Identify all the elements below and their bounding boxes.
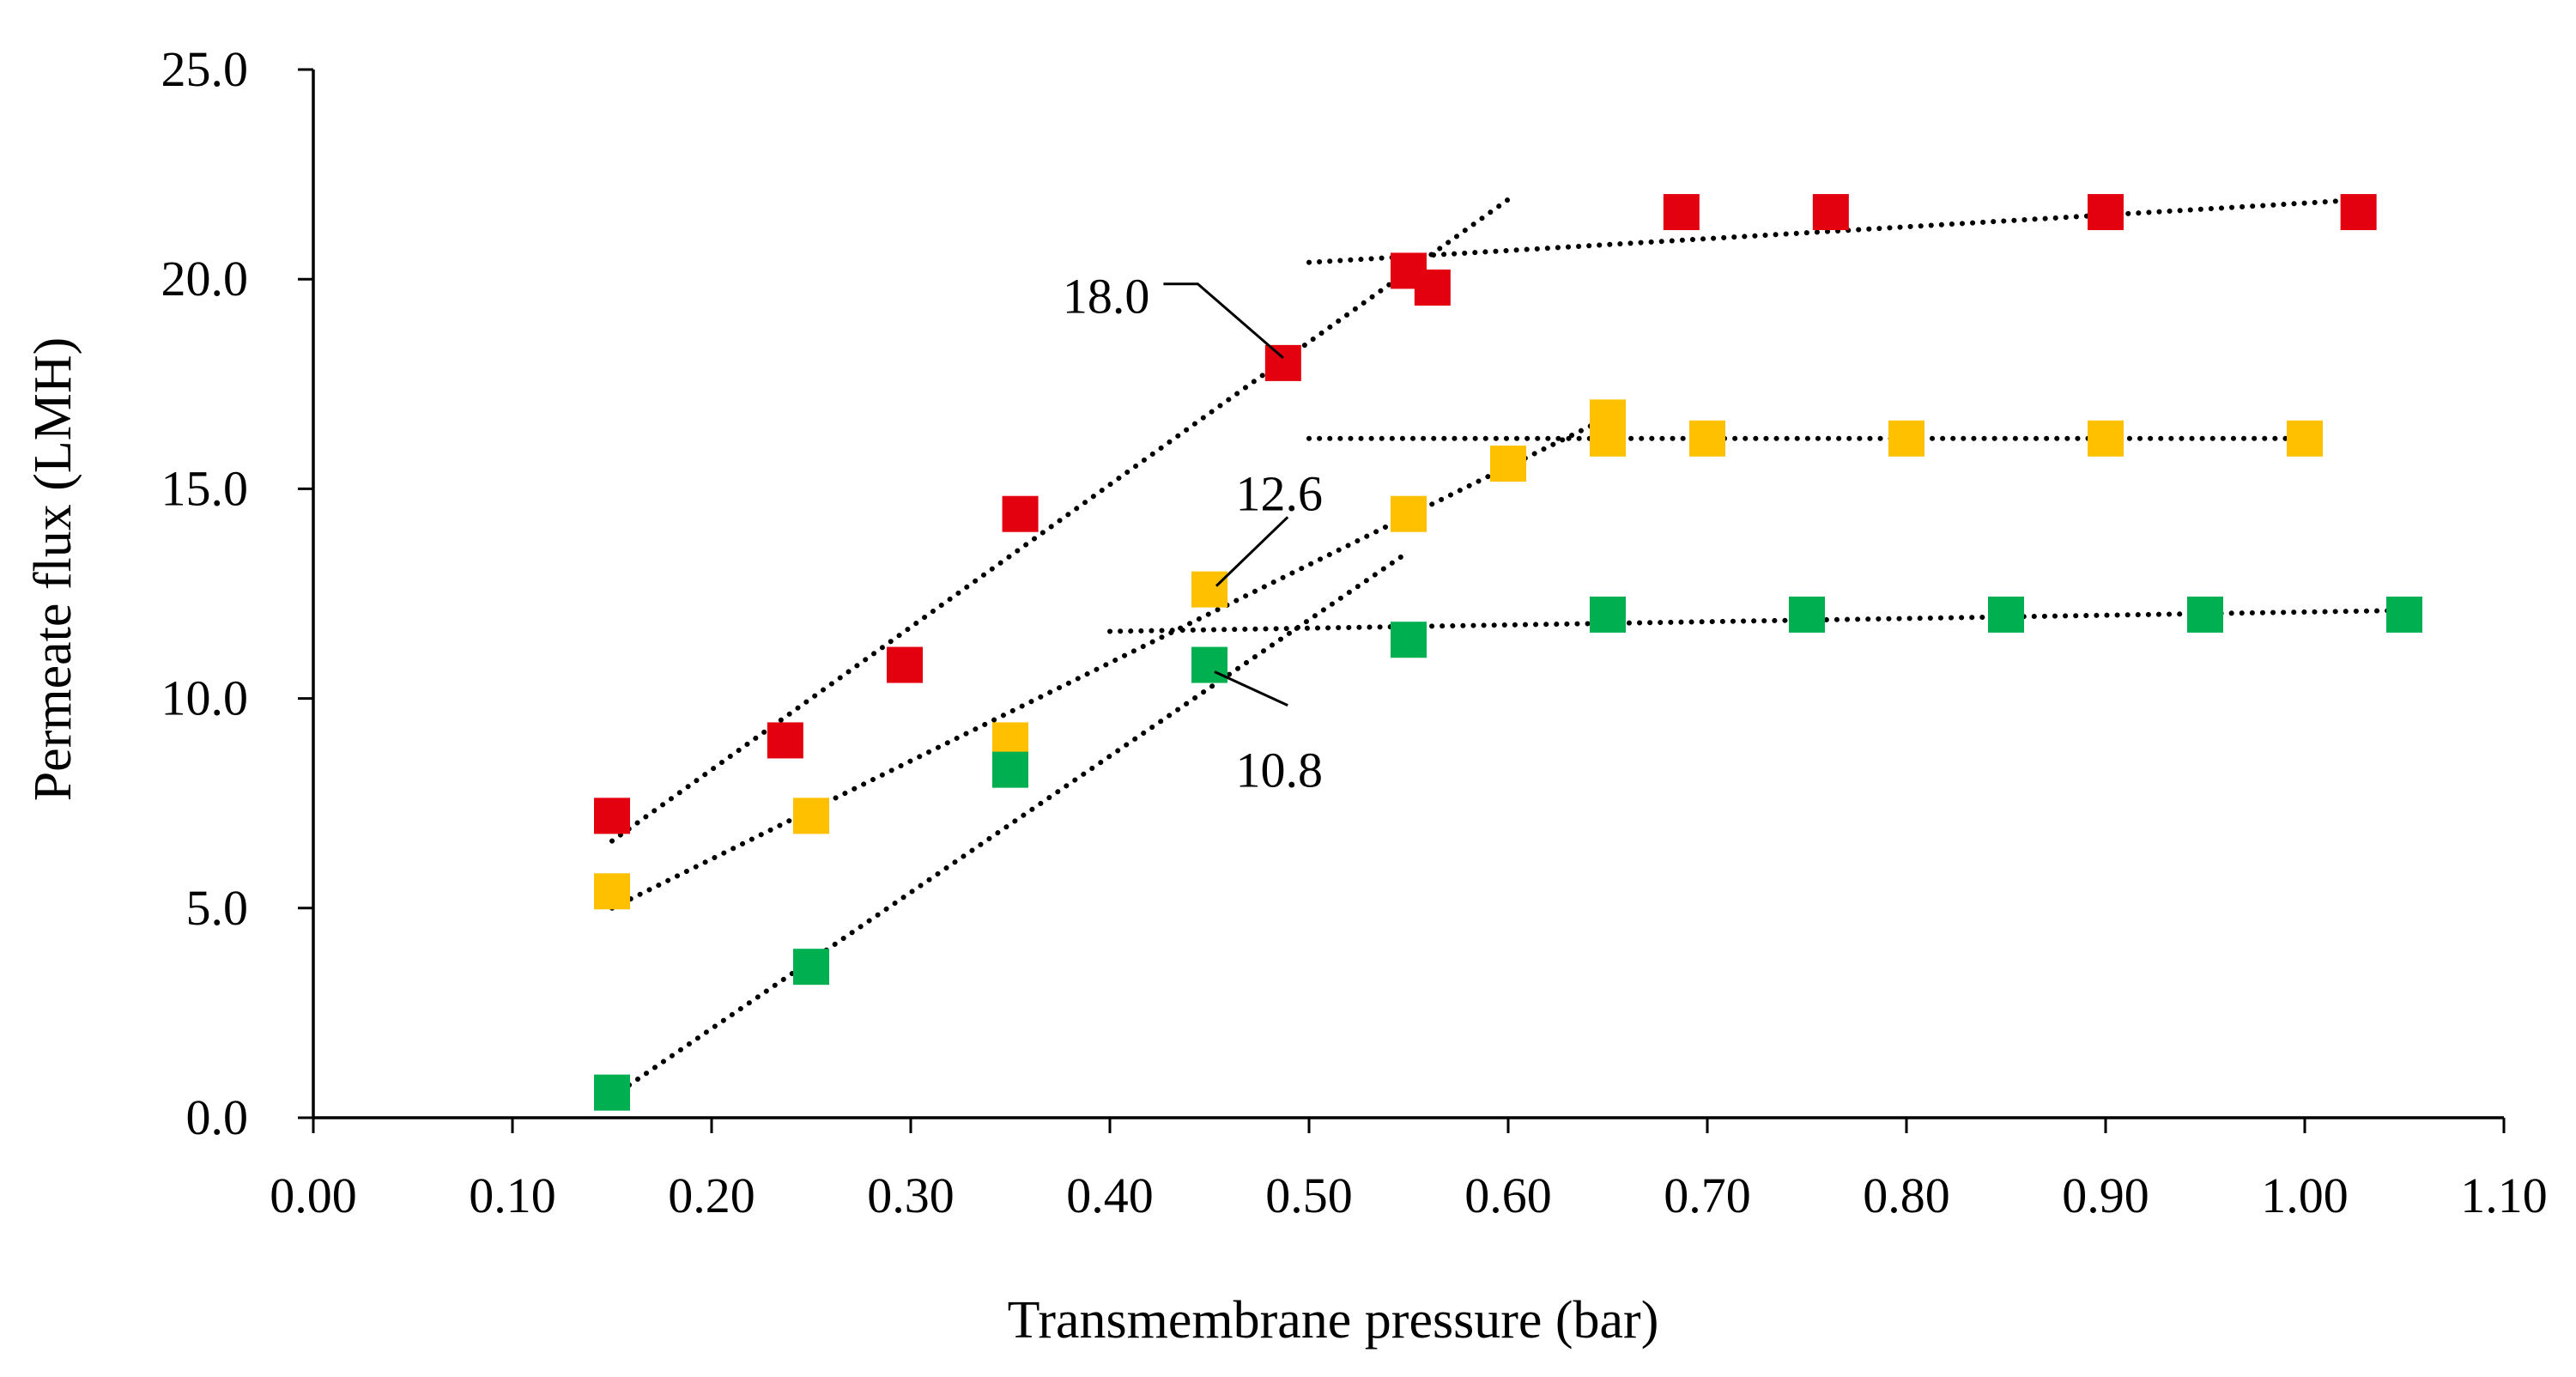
marker-red	[1002, 495, 1039, 532]
marker-green	[1191, 646, 1227, 683]
x-tick-label: 0.50	[1265, 1168, 1353, 1223]
x-tick-label: 1.00	[2261, 1168, 2349, 1223]
marker-yellow	[1590, 399, 1626, 436]
marker-green	[992, 751, 1028, 788]
y-tick-label: 0.0	[186, 1089, 249, 1145]
x-tick-label: 0.40	[1066, 1168, 1154, 1223]
marker-yellow	[594, 873, 630, 910]
marker-green	[1789, 596, 1825, 633]
y-tick-label: 20.0	[161, 251, 249, 306]
y-tick-label: 5.0	[186, 880, 249, 936]
y-tick-label: 10.0	[161, 670, 249, 726]
x-tick-label: 0.00	[270, 1168, 357, 1223]
x-tick-label: 0.20	[668, 1168, 755, 1223]
trendline-yellow	[609, 415, 1610, 911]
marker-red	[1663, 194, 1700, 231]
annotation-group: 18.0 12.6 10.8	[1063, 269, 1323, 798]
marker-red	[2340, 194, 2377, 231]
x-tick-label: 0.70	[1664, 1168, 1751, 1223]
annotation-label: 10.8	[1235, 743, 1323, 798]
marker-yellow	[1490, 446, 1526, 482]
x-tick-label: 1.10	[2460, 1168, 2548, 1223]
marker-red	[1264, 344, 1301, 381]
trendline-group	[609, 197, 2407, 1100]
axes-group: 0.00 0.10 0.20 0.30 0.40 0.50 0.60 0.70 0.80 0.90…	[161, 41, 2548, 1223]
marker-red	[1812, 194, 1849, 231]
marker-green	[1988, 596, 2024, 633]
trendline-red	[1306, 197, 2367, 265]
marker-green	[2386, 596, 2422, 633]
marker-red	[887, 646, 924, 683]
trendline-red	[609, 197, 1511, 844]
annotation-leader	[1215, 516, 1289, 587]
marker-yellow	[1191, 571, 1227, 608]
marker-group	[594, 194, 2422, 1111]
marker-yellow	[1391, 495, 1427, 532]
x-tick-label: 0.80	[1863, 1168, 1950, 1223]
annotation-label: 12.6	[1235, 465, 1323, 521]
x-tick-label: 0.10	[469, 1168, 556, 1223]
annotation-leader	[1163, 282, 1284, 360]
trendline-green	[609, 549, 1411, 1100]
marker-green	[2187, 596, 2223, 633]
marker-red	[2088, 194, 2124, 231]
x-tick-label: 0.30	[867, 1168, 955, 1223]
marker-green	[1391, 622, 1427, 658]
marker-yellow	[793, 798, 829, 834]
y-tick-label: 15.0	[161, 460, 249, 516]
marker-green	[1590, 596, 1626, 633]
marker-red	[767, 722, 803, 759]
y-tick-label: 25.0	[161, 41, 249, 97]
x-axis-title: Transmembrane pressure (bar)	[1008, 1291, 1659, 1350]
x-tick-label: 0.90	[2062, 1168, 2149, 1223]
marker-yellow	[1689, 420, 1725, 457]
marker-red	[594, 798, 630, 834]
annotation-label: 18.0	[1063, 269, 1150, 325]
y-axis-title: Permeate flux (LMH)	[24, 337, 82, 802]
marker-yellow	[2287, 420, 2323, 457]
marker-red	[1414, 269, 1451, 306]
x-tick-label: 0.60	[1464, 1168, 1552, 1223]
marker-yellow	[1888, 420, 1924, 457]
annotation-leader	[1214, 670, 1288, 707]
marker-green	[594, 1074, 630, 1111]
marker-green	[793, 949, 829, 986]
marker-yellow	[2088, 420, 2124, 457]
